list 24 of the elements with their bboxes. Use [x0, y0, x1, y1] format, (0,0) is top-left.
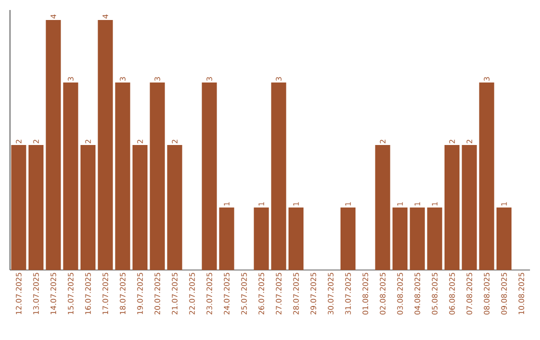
bar — [150, 82, 165, 270]
bar — [63, 82, 78, 270]
bar — [254, 207, 269, 270]
bar — [410, 207, 425, 270]
bar — [11, 144, 26, 270]
bar — [427, 207, 442, 270]
bar — [392, 207, 408, 270]
bar — [340, 207, 356, 270]
bar — [80, 144, 96, 270]
bar — [479, 82, 494, 270]
bar — [132, 144, 148, 270]
bar — [28, 144, 44, 270]
bar — [202, 82, 217, 270]
bar — [46, 20, 61, 270]
bar — [288, 207, 304, 270]
bar — [375, 144, 390, 270]
bar — [462, 144, 477, 270]
bar — [98, 20, 113, 270]
bar — [167, 144, 182, 270]
bar — [219, 207, 234, 270]
bar — [496, 207, 512, 270]
bar — [271, 82, 286, 270]
bar — [444, 144, 460, 270]
bar — [115, 82, 130, 270]
